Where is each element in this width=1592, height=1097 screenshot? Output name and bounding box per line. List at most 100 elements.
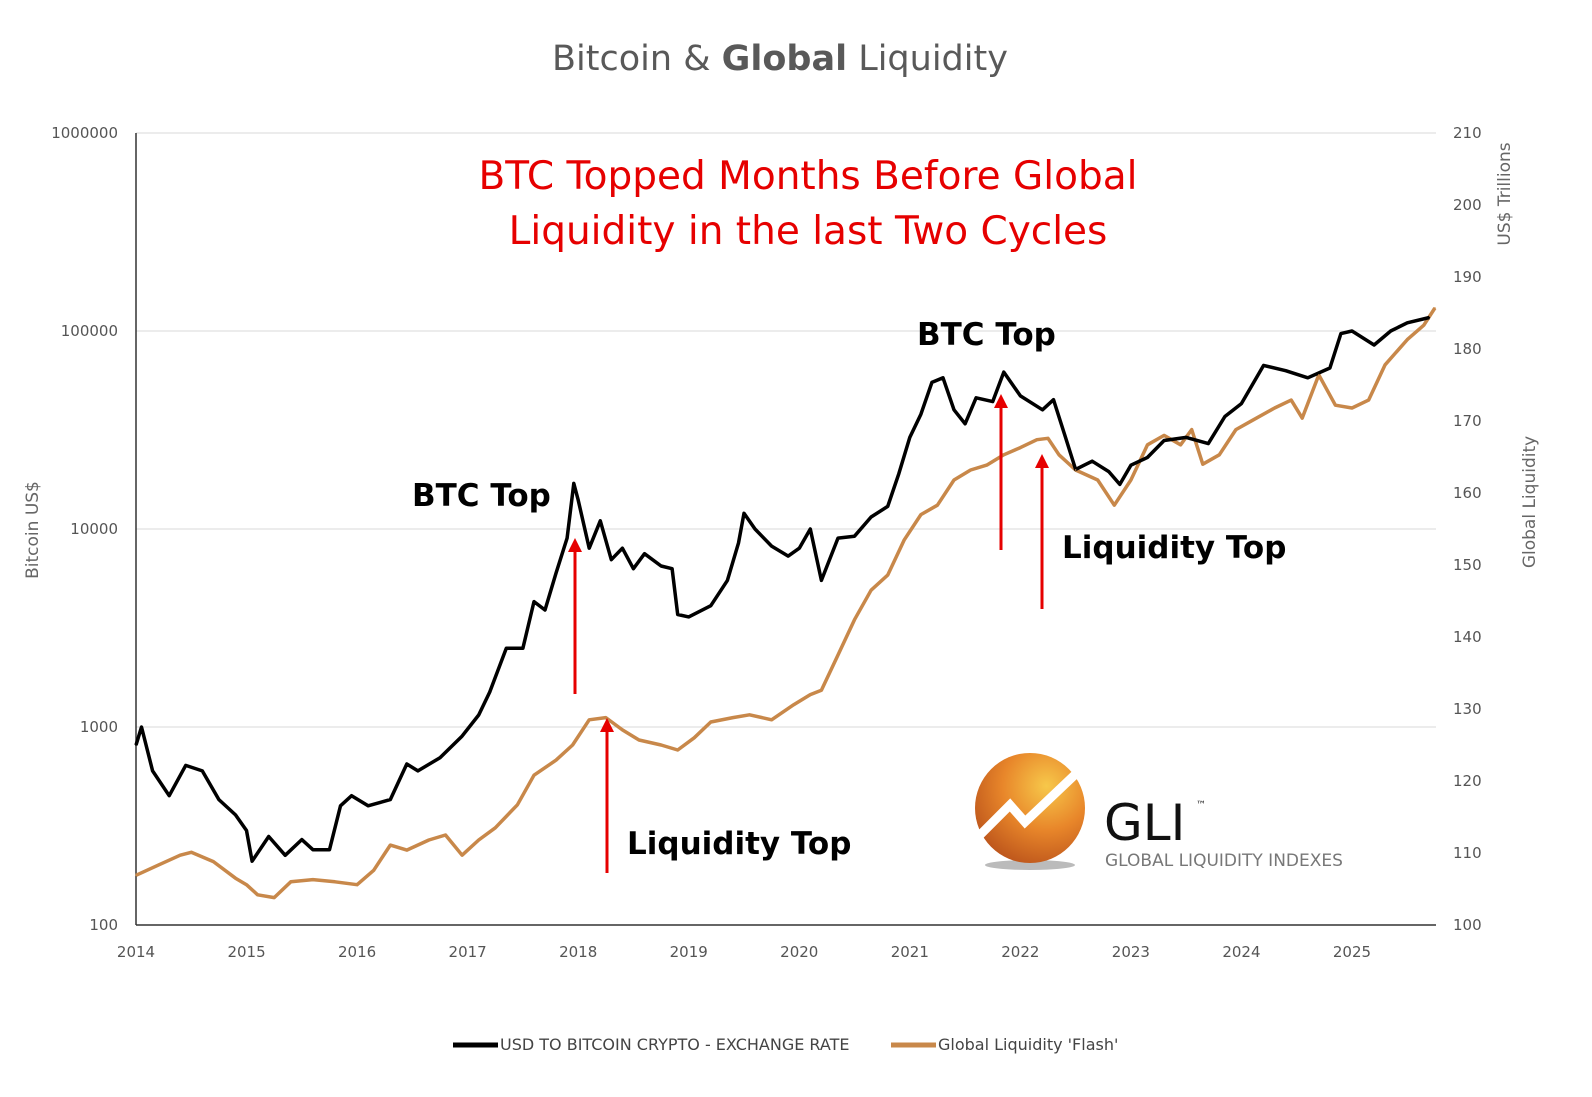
data-point-bitcoin	[555, 572, 557, 574]
arrowhead-icon	[568, 538, 582, 552]
data-point-bitcoin	[1389, 330, 1392, 332]
data-point-liquidity	[1047, 437, 1049, 440]
data-point-liquidity	[605, 716, 607, 719]
x-tick-label: 2024	[1222, 943, 1260, 961]
y-right-tick-label: 160	[1453, 484, 1482, 502]
data-point-liquidity	[710, 721, 712, 723]
x-tick-label: 2025	[1333, 943, 1371, 961]
data-point-bitcoin	[1340, 332, 1342, 335]
data-point-bitcoin	[897, 473, 900, 475]
data-point-liquidity	[638, 739, 640, 741]
data-points	[135, 307, 1436, 899]
data-point-liquidity	[621, 729, 624, 731]
title-bold: Global	[722, 39, 847, 79]
data-point-bitcoin	[1373, 344, 1375, 346]
data-point-bitcoin	[251, 860, 253, 863]
data-point-bitcoin	[931, 381, 933, 384]
data-point-bitcoin	[743, 512, 745, 515]
data-point-bitcoin	[710, 604, 712, 607]
data-point-bitcoin	[610, 558, 613, 561]
data-point-bitcoin	[328, 848, 331, 851]
data-point-bitcoin	[1207, 442, 1210, 445]
data-point-bitcoin	[168, 794, 170, 797]
data-point-liquidity	[1434, 307, 1436, 309]
data-point-bitcoin	[184, 764, 187, 767]
gridlines	[136, 132, 1436, 926]
data-point-liquidity	[516, 803, 519, 806]
data-point-liquidity	[312, 878, 314, 881]
data-point-liquidity	[986, 464, 988, 466]
data-point-liquidity	[660, 744, 662, 746]
series-line-global-liquidity	[135, 307, 1437, 900]
data-point-bitcoin	[687, 616, 690, 618]
data-point-liquidity	[1406, 338, 1409, 341]
data-point-bitcoin	[284, 854, 287, 857]
data-point-bitcoin	[909, 436, 911, 439]
data-point-liquidity	[886, 574, 889, 576]
data-point-liquidity	[1251, 419, 1254, 422]
data-point-bitcoin	[1091, 460, 1094, 463]
data-point-liquidity	[256, 893, 259, 896]
data-point-liquidity	[571, 744, 574, 746]
data-point-bitcoin	[798, 547, 801, 549]
logo-name: GLI	[1104, 794, 1185, 852]
data-point-liquidity	[461, 854, 463, 856]
y-right-tick-label: 180	[1453, 340, 1482, 358]
data-point-bitcoin	[245, 829, 248, 832]
series-line-bitcoin	[134, 315, 1430, 863]
x-tick-label: 2015	[227, 943, 265, 961]
data-point-bitcoin	[1063, 433, 1066, 436]
data-point-liquidity	[1423, 324, 1425, 327]
y-right-tick-label: 100	[1453, 916, 1482, 934]
data-point-liquidity	[870, 589, 872, 591]
logo-orb-icon	[975, 753, 1085, 863]
data-point-bitcoin	[140, 726, 143, 728]
data-point-liquidity	[1163, 434, 1165, 437]
data-point-bitcoin	[853, 535, 856, 537]
data-point-bitcoin	[1185, 436, 1187, 439]
y-left-tick-label: 100000	[61, 322, 118, 340]
data-point-liquidity	[406, 849, 408, 851]
x-tick-label: 2022	[1001, 943, 1039, 961]
y-left-tick-label: 10000	[70, 520, 118, 538]
data-point-bitcoin	[151, 770, 154, 772]
data-point-bitcoin	[522, 647, 524, 650]
logo-tm: ™	[1196, 800, 1206, 811]
y-right-tick-label: 200	[1453, 196, 1482, 214]
data-point-liquidity	[245, 883, 248, 886]
data-point-bitcoin	[577, 499, 579, 501]
chart-title: Bitcoin & Global Liquidity	[552, 39, 1008, 79]
data-point-bitcoin	[488, 691, 491, 693]
data-point-liquidity	[389, 844, 392, 846]
data-point-bitcoin	[886, 505, 889, 508]
data-point-bitcoin	[1240, 402, 1243, 405]
data-point-liquidity	[837, 654, 839, 656]
data-point-bitcoin	[676, 613, 679, 616]
data-point-liquidity	[1201, 463, 1204, 466]
data-point-liquidity	[494, 827, 497, 829]
data-point-bitcoin	[1163, 439, 1165, 442]
data-point-liquidity	[748, 713, 751, 716]
data-point-liquidity	[1130, 479, 1132, 481]
data-point-bitcoin	[621, 547, 624, 549]
y-right-tick-label: 150	[1453, 556, 1482, 574]
data-point-liquidity	[533, 774, 535, 777]
legend-label-bitcoin: USD TO BITCOIN CRYPTO - EXCHANGE RATE	[500, 1035, 849, 1054]
left-axis-ticks: 1000000 100000 10000 1000 100	[51, 124, 118, 934]
annotation-arrows	[568, 394, 1049, 873]
data-point-liquidity	[770, 719, 773, 721]
y-right-tick-label: 190	[1453, 268, 1482, 286]
data-point-liquidity	[190, 851, 193, 854]
data-point-liquidity	[1290, 399, 1292, 401]
data-point-liquidity	[1058, 454, 1060, 456]
y-right-tick-label: 210	[1453, 124, 1482, 142]
data-point-liquidity	[444, 834, 447, 836]
data-point-bitcoin	[1119, 483, 1121, 486]
data-point-bitcoin	[350, 794, 353, 797]
data-point-liquidity	[903, 539, 906, 541]
data-point-liquidity	[1146, 443, 1149, 446]
data-point-liquidity	[1113, 504, 1116, 507]
data-point-liquidity	[1096, 479, 1099, 481]
headline-line-1: BTC Topped Months Before Global	[479, 154, 1138, 199]
